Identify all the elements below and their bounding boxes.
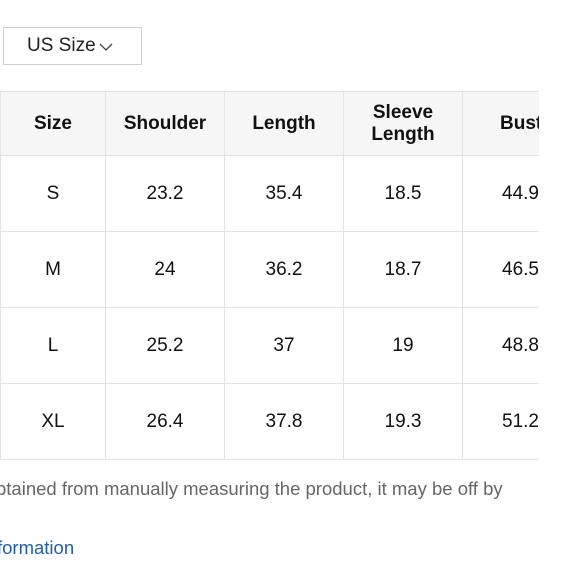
cell-length: 37.8: [224, 383, 344, 460]
cell-shoulder: 24: [105, 231, 225, 308]
cell-bust: 51.2: [462, 383, 539, 460]
cell-bust: 48.8: [462, 307, 539, 384]
header-length: Length: [224, 91, 344, 156]
cell-size: XL: [0, 383, 106, 460]
cell-sleeve-length: 19.3: [343, 383, 463, 460]
chevron-down-icon: [99, 43, 113, 52]
cell-size: L: [0, 307, 106, 384]
cell-bust: 46.5: [462, 231, 539, 308]
cell-shoulder: 25.2: [105, 307, 225, 384]
more-information-link[interactable]: formation: [0, 537, 75, 558]
cell-length: 36.2: [224, 231, 344, 308]
cell-size: M: [0, 231, 106, 308]
cell-bust: 44.9: [462, 155, 539, 232]
cell-sleeve-length: 18.5: [343, 155, 463, 232]
size-table: Size Shoulder Length Sleeve Length Bust …: [0, 91, 539, 460]
cell-sleeve-length: 19: [343, 307, 463, 384]
size-unit-dropdown[interactable]: US Size: [3, 27, 142, 65]
cell-size: S: [0, 155, 106, 232]
size-unit-selected: US Size: [27, 35, 96, 56]
table-header-row: Size Shoulder Length Sleeve Length Bust: [0, 91, 539, 156]
cell-shoulder: 26.4: [105, 383, 225, 460]
cell-sleeve-length: 18.7: [343, 231, 463, 308]
cell-length: 37: [224, 307, 344, 384]
table-row: XL 26.4 37.8 19.3 51.2: [0, 383, 539, 460]
measurement-note: btained from manually measuring the prod…: [0, 478, 503, 499]
header-bust: Bust: [462, 91, 539, 156]
table-row: M 24 36.2 18.7 46.5: [0, 231, 539, 308]
table-row: S 23.2 35.4 18.5 44.9: [0, 155, 539, 232]
cell-shoulder: 23.2: [105, 155, 225, 232]
header-size: Size: [0, 91, 106, 156]
header-shoulder: Shoulder: [105, 91, 225, 156]
size-chart: Size Shoulder Length Sleeve Length Bust …: [0, 91, 539, 461]
header-sleeve-length: Sleeve Length: [343, 91, 463, 156]
table-row: L 25.2 37 19 48.8: [0, 307, 539, 384]
cell-length: 35.4: [224, 155, 344, 232]
